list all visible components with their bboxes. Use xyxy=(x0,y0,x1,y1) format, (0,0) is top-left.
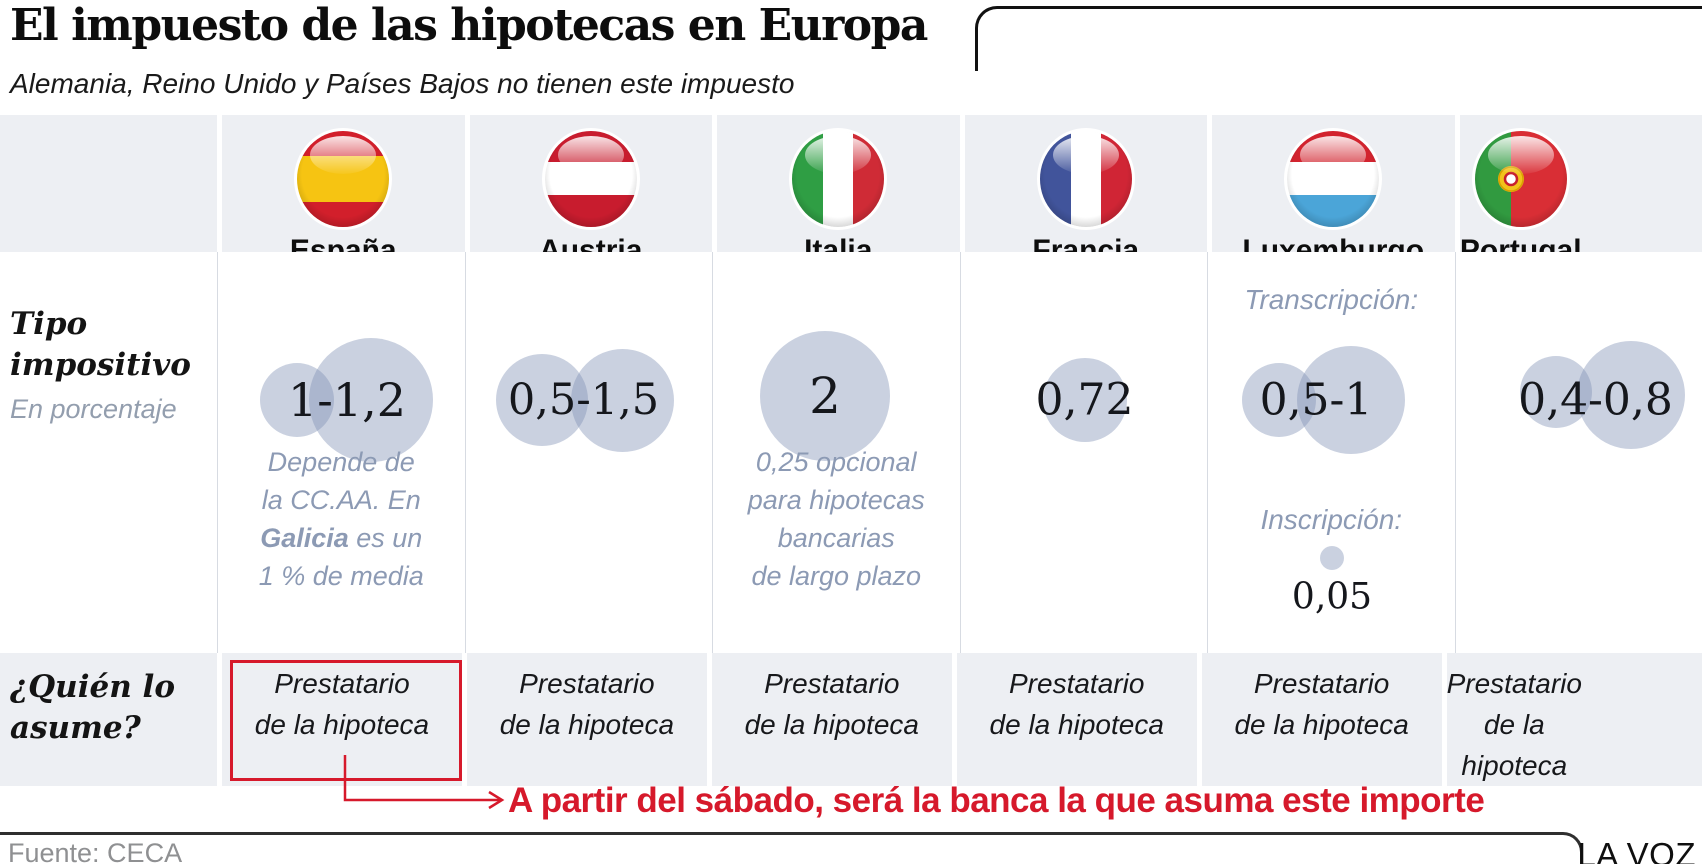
callout-arrow xyxy=(343,755,505,810)
spain-flag-icon xyxy=(294,128,393,230)
rate-cell-italia: 2 0,25 opcional para hipotecas bancarias… xyxy=(712,252,960,653)
rate-value: 2 xyxy=(809,367,841,425)
transcription-label: Transcripción: xyxy=(1244,284,1419,315)
header-cell-espana: España xyxy=(217,115,465,268)
rate-note: 0,25 opcional para hipotecas bancarias d… xyxy=(747,447,925,591)
title-bracket-rule xyxy=(975,6,1702,71)
luxembourg-flag-icon xyxy=(1284,128,1383,230)
header-cell-portugal: Portugal xyxy=(1454,115,1702,268)
rate-bubble xyxy=(1042,358,1127,442)
page-subtitle: Alemania, Reino Unido y Países Bajos no … xyxy=(10,68,795,99)
inscription-label: Inscripción: xyxy=(1260,504,1403,535)
rate-bubble-max xyxy=(570,349,674,452)
header-cell-italia: Italia xyxy=(712,115,960,268)
austria-flag-icon xyxy=(541,128,640,230)
rate-cell-portugal: 0,4-0,8 xyxy=(1454,252,1702,653)
header-cell-austria: Austria xyxy=(464,115,712,268)
who-cell-francia: Prestatario de la hipoteca xyxy=(951,653,1197,786)
who-cell-italia: Prestatario de la hipoteca xyxy=(706,653,952,786)
rate-bubble-min xyxy=(1519,356,1592,428)
rate-cell-luxemburgo: Transcripción: 0,5-1 Inscripción: 0,05 xyxy=(1207,252,1455,653)
rate-bubble-max xyxy=(309,338,433,462)
who-value: Prestatario de la hipoteca xyxy=(499,668,675,740)
rate-value-secondary: 0,05 xyxy=(1291,576,1373,618)
page-title: El impuesto de las hipotecas en Europa xyxy=(10,0,928,51)
portugal-flag-icon xyxy=(1471,128,1570,230)
rate-value: 0,5-1 xyxy=(1259,374,1373,426)
who-value: Prestatario de la hipoteca xyxy=(989,668,1164,740)
callout-text: A partir del sábado, será la banca la qu… xyxy=(508,781,1485,820)
france-flag-icon xyxy=(1036,128,1135,230)
who-value: Prestatario de la hipoteca xyxy=(1234,668,1409,740)
rate-bubble-min xyxy=(495,354,588,446)
rate-bubble-max xyxy=(1576,341,1685,449)
rate-row-label-cell: Tipo impositivo En porcentaje xyxy=(0,252,217,653)
rate-value: 1-1,2 xyxy=(288,373,406,427)
rate-bubble xyxy=(760,331,890,461)
source-credit: Fuente: CECA xyxy=(8,838,183,864)
rate-bubble-min xyxy=(1242,363,1316,437)
who-value: Prestatario de la hipoteca xyxy=(744,668,919,740)
who-cell-portugal: Prestatario de la hipoteca xyxy=(1441,653,1702,786)
header-cell-luxemburgo: Luxemburgo xyxy=(1207,115,1455,268)
rate-cell-espana: 1-1,2 Depende de la CC.AA. En Galicia es… xyxy=(217,252,465,653)
rate-value: 0,4-0,8 xyxy=(1518,374,1673,426)
who-assumes-row: ¿Quién lo asume? Prestatario de la hipote… xyxy=(0,653,1702,786)
rate-value: 0,5-1,5 xyxy=(507,375,660,425)
rate-bubble-min xyxy=(260,363,334,437)
brand-logo: LA VOZ xyxy=(1577,836,1696,864)
rate-cell-francia: 0,72 xyxy=(959,252,1207,653)
header-cell-francia: Francia xyxy=(959,115,1207,268)
who-cell-luxemburgo: Prestatario de la hipoteca xyxy=(1196,653,1442,786)
rate-bubble-max xyxy=(1297,346,1405,454)
who-value: Prestatario de la hipoteca xyxy=(1446,668,1582,781)
who-row-label-cell: ¿Quién lo asume? xyxy=(0,653,217,786)
country-header-row: España Austria xyxy=(0,115,1702,268)
who-row-title: ¿Quién lo asume? xyxy=(10,669,175,746)
rate-cell-austria: 0,5-1,5 xyxy=(464,252,712,653)
rate-row-title: Tipo impositivo xyxy=(10,306,191,383)
who-value: Prestatario de la hipoteca xyxy=(254,668,430,740)
rate-value: 0,72 xyxy=(1035,374,1134,426)
who-cell-austria: Prestatario de la hipoteca xyxy=(461,653,707,786)
footer-rule xyxy=(0,832,1583,864)
italy-flag-icon xyxy=(789,128,888,230)
rate-bubble-dot xyxy=(1320,546,1344,570)
rate-row-unit: En porcentaje xyxy=(10,394,177,424)
rate-note: Depende de la CC.AA. En Galicia es un 1 … xyxy=(258,447,424,591)
tax-rate-row: Tipo impositivo En porcentaje 1-1,2 Depe… xyxy=(0,252,1702,653)
header-spacer-cell xyxy=(0,115,217,268)
